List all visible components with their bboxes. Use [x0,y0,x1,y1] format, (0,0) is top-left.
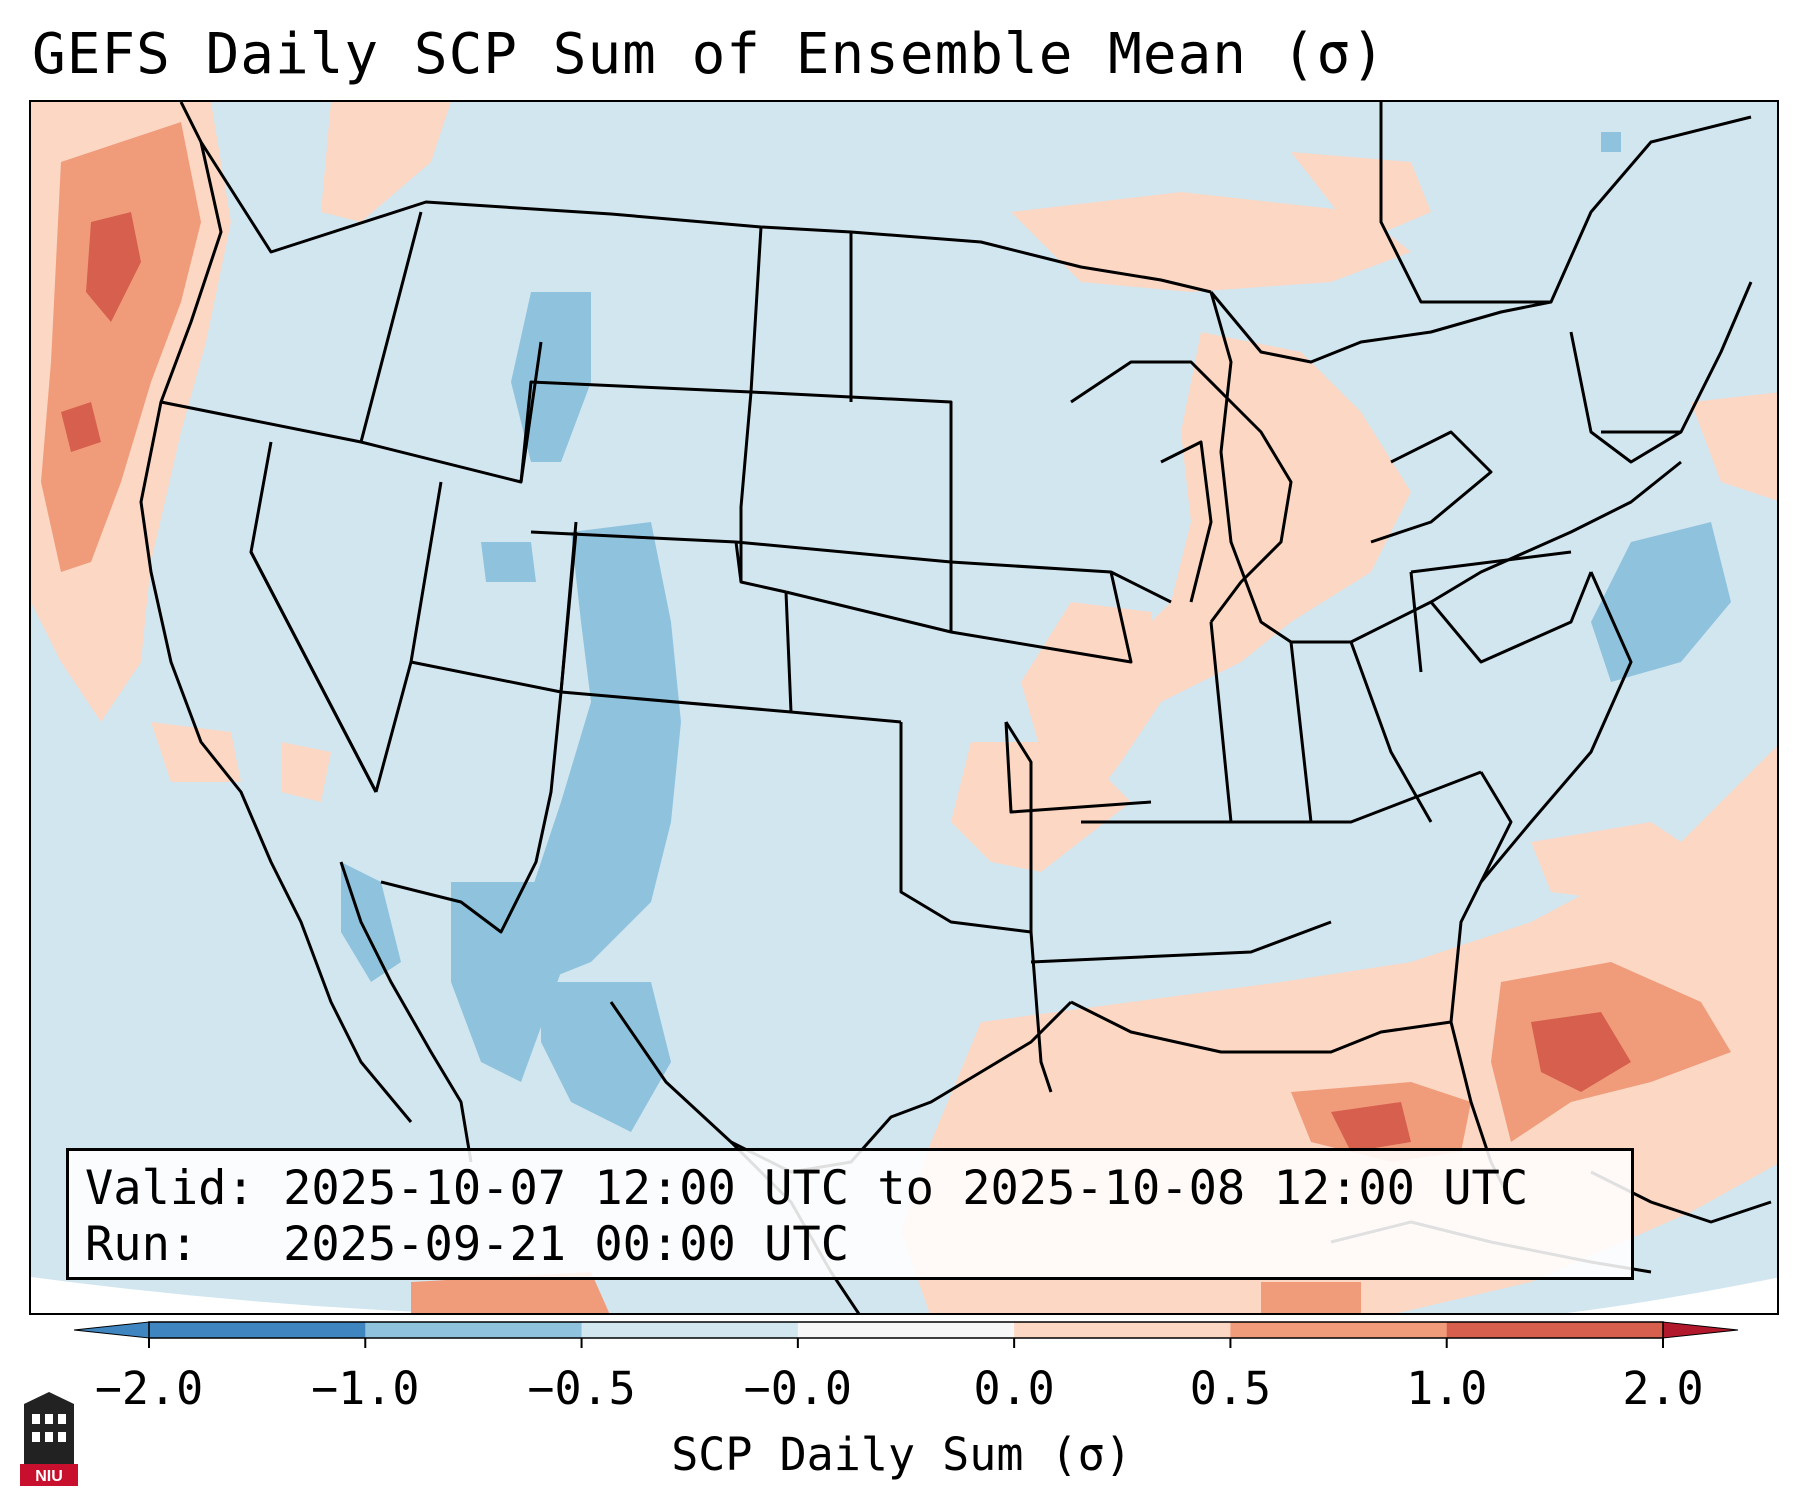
colorbar-tick-label: −1.0 [311,1362,420,1415]
colorbar-segment [1446,1322,1664,1338]
positive-anomaly-strong [61,212,1631,1152]
colorbar-extend-low [73,1321,150,1339]
colorbar-segment [797,1322,1015,1338]
colorbar-tick-label: −0.0 [743,1362,853,1415]
colorbar-segments [73,1321,1739,1339]
run-label: Run: [85,1217,199,1272]
colorbar-segment [581,1322,799,1338]
valid-label: Valid: [85,1161,255,1216]
validity-info-box: Valid: 2025-10-07 12:00 UTC to 2025-10-0… [66,1148,1634,1280]
colorbar-tick-label: 0.5 [1189,1362,1272,1415]
outside-domain-left [31,1277,442,1313]
colorbar-segment [1230,1322,1448,1338]
colorbar [73,1321,1739,1348]
colorbar-border [148,1321,1664,1339]
niu-logo-text: NIU [35,1468,63,1485]
map-panel [29,100,1779,1315]
map-title: GEFS Daily SCP Sum of Ensemble Mean (σ) [32,22,1386,87]
colorbar-segment [149,1322,366,1338]
colorbar-segment [1014,1322,1231,1338]
colorbar-tick-label: 0.0 [973,1362,1055,1415]
positive-anomaly-medium [41,122,1731,1313]
scp-map [31,102,1777,1313]
colorbar-ticks [148,1338,1664,1348]
colorbar-label: SCP Daily Sum (σ) [671,1428,1132,1481]
colorbar-tick-label: −0.5 [527,1362,636,1415]
negative-anomaly-medium [341,132,1731,1132]
colorbar-tick-label: 2.0 [1622,1362,1704,1415]
outside-domain-right [1566,1277,1777,1313]
niu-logo: NIU [20,1392,78,1486]
colorbar-tick-label: 1.0 [1406,1362,1488,1415]
run-value: 2025-09-21 00:00 UTC [283,1217,850,1272]
colorbar-tick-label: −2.0 [94,1362,204,1415]
valid-value: 2025-10-07 12:00 UTC to 2025-10-08 12:00… [283,1161,1529,1216]
colorbar-extend-high [1662,1321,1739,1339]
colorbar-segment [365,1322,583,1338]
